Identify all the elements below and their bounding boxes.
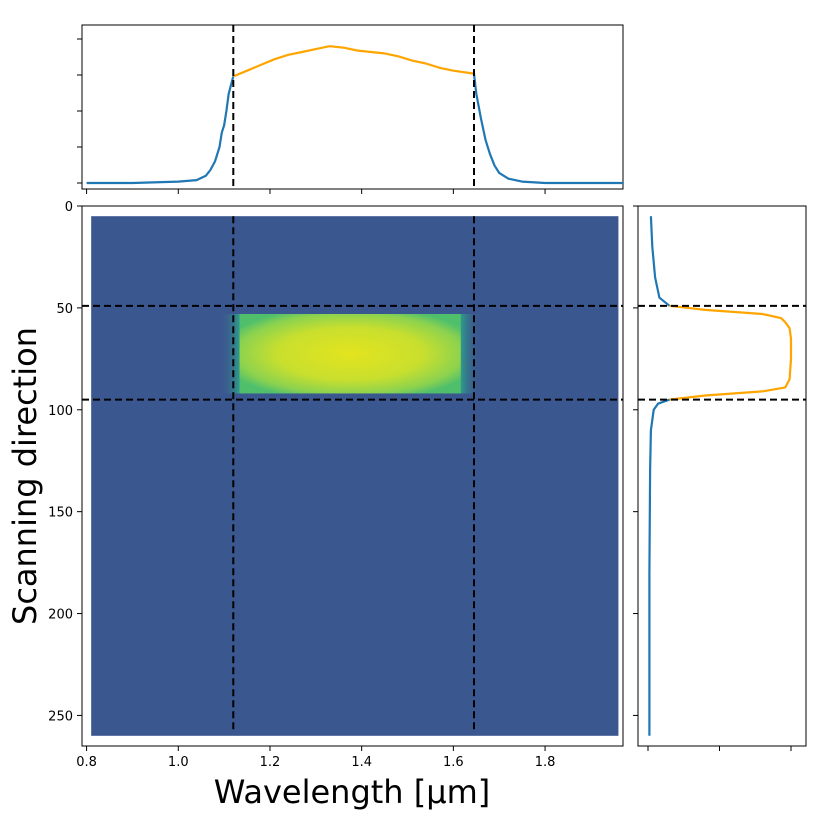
right-panel-frame — [637, 205, 807, 747]
spectrum-line — [472, 73, 623, 185]
x-tick-label: 1.4 — [351, 755, 372, 770]
spectrum-line — [86, 76, 235, 185]
right-profile-panel — [633, 205, 807, 751]
bright-region — [239, 314, 461, 394]
x-tick-label: 1.0 — [168, 755, 189, 770]
x-tick-label: 1.8 — [535, 755, 556, 770]
y-tick-label: 100 — [48, 404, 73, 419]
x-tick-label: 0.8 — [76, 755, 97, 770]
y-tick-label: 50 — [56, 302, 73, 317]
y-axis-ticks: 0 50 100 150 200 250 — [48, 200, 82, 724]
right-cut-lines — [638, 304, 806, 401]
x-tick-label: 1.6 — [443, 755, 464, 770]
top-profile-lines — [86, 45, 623, 185]
x-axis-label: Wavelength [μm] — [214, 773, 491, 811]
x-axis-ticks: 0.8 1.0 1.2 1.4 1.6 1.8 — [76, 746, 555, 770]
image-panel: 0.8 1.0 1.2 1.4 1.6 1.8 0 50 100 150 200 250 Wavel… — [6, 200, 624, 811]
y-tick-label: 200 — [48, 608, 73, 623]
top-profile-panel — [77, 24, 624, 194]
image-cut-lines — [82, 216, 623, 731]
spatial-profile-line — [649, 216, 671, 307]
y-tick-label: 250 — [48, 709, 73, 724]
spatial-profile-line — [648, 398, 670, 736]
top-panel-frame — [81, 24, 624, 190]
y-tick-label: 0 — [65, 200, 73, 215]
y-tick-label: 150 — [48, 506, 73, 521]
right-profile-lines — [648, 216, 793, 736]
spatial-profile-line — [669, 304, 793, 401]
spectrum-line — [232, 45, 475, 78]
right-panel-ticks — [633, 205, 792, 751]
top-panel-ticks — [77, 38, 546, 194]
detector-image — [91, 216, 619, 736]
top-cut-lines — [232, 25, 475, 189]
y-axis-label: Scanning direction — [6, 327, 44, 625]
bright-left-fade — [219, 314, 240, 394]
x-tick-label: 1.2 — [260, 755, 281, 770]
bright-right-fade — [460, 314, 481, 394]
